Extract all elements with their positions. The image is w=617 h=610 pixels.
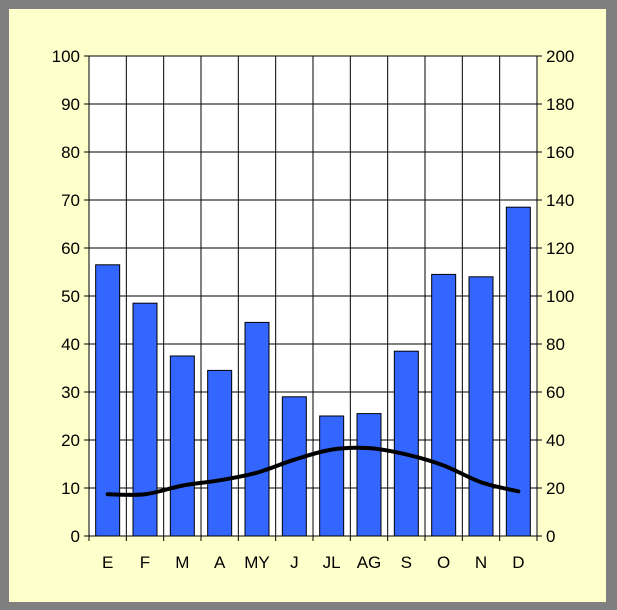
right-tick-label: 0 [546,527,555,546]
right-tick-label: 120 [546,239,574,258]
x-tick-label: A [214,553,226,572]
right-tick-label: 100 [546,287,574,306]
left-tick-label: 10 [61,479,80,498]
x-tick-label: M [175,553,189,572]
temperature-point-M [182,485,183,486]
bar-JL [320,416,344,536]
right-tick-label: 20 [546,479,565,498]
x-tick-label: AG [357,553,382,572]
x-tick-label: S [401,553,412,572]
temperature-point-N [481,482,482,483]
x-tick-label: O [437,553,450,572]
temperature-point-JL [331,449,332,450]
bar-S [394,351,418,536]
bar-A [208,370,232,536]
temperature-point-F [145,494,146,495]
right-tick-label: 160 [546,143,574,162]
x-tick-label: JL [323,553,341,572]
temperature-point-J [294,459,295,460]
climate-chart: 0 10 20 30 40 50 60 70 80 90 100 0 20 40 60 80 100 120 140… [9,9,606,602]
temperature-point-AG [369,448,370,449]
x-tick-label: F [140,553,150,572]
chart-frame: 0 10 20 30 40 50 60 70 80 90 100 0 20 40 60 80 100 120 140… [9,9,606,602]
x-tick-label: E [102,553,113,572]
left-tick-label: 30 [61,383,80,402]
left-tick-label: 100 [52,47,80,66]
bar-N [469,277,493,536]
x-tick-label: J [290,553,299,572]
bar-D [506,207,530,536]
left-tick-label: 80 [61,143,80,162]
left-tick-label: 40 [61,335,80,354]
bar-F [133,303,157,536]
bar-MY [245,322,269,536]
left-tick-label: 50 [61,287,80,306]
temperature-point-O [443,465,444,466]
bar-M [170,356,194,536]
temperature-point-S [406,454,407,455]
left-tick-label: 90 [61,95,80,114]
temperature-point-A [219,480,220,481]
x-tick-label: MY [244,553,270,572]
left-tick-label: 20 [61,431,80,450]
temperature-point-MY [257,472,258,473]
right-tick-label: 40 [546,431,565,450]
temperature-point-D [518,491,519,492]
bar-J [282,397,306,536]
right-tick-label: 60 [546,383,565,402]
left-tick-label: 60 [61,239,80,258]
temperature-point-E [107,494,108,495]
right-tick-label: 200 [546,47,574,66]
x-tick-label: D [512,553,524,572]
bar-AG [357,414,381,536]
right-tick-label: 180 [546,95,574,114]
bar-O [432,274,456,536]
right-tick-label: 80 [546,335,565,354]
x-tick-label: N [475,553,487,572]
right-tick-label: 140 [546,191,574,210]
left-tick-label: 0 [71,527,80,546]
left-tick-label: 70 [61,191,80,210]
